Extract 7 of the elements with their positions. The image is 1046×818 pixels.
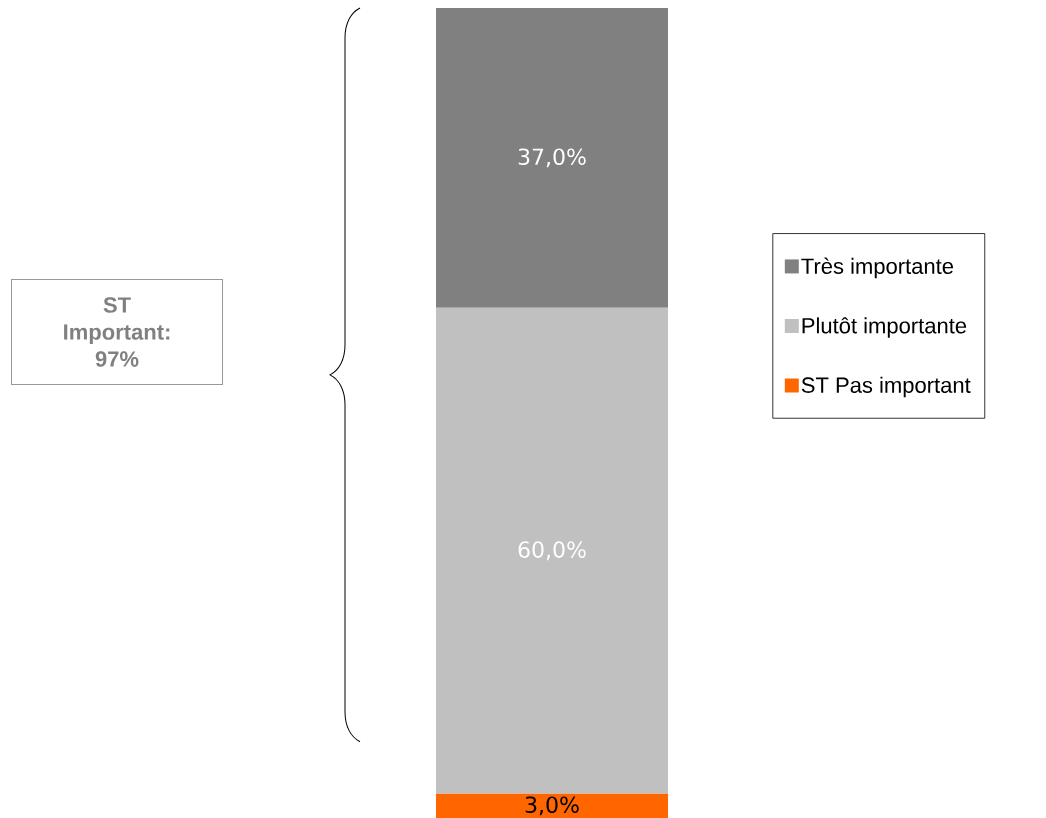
legend-label: Très importante <box>801 257 954 279</box>
legend-label: Plutôt importante <box>802 317 967 338</box>
text: ST Important: 97% <box>64 297 170 367</box>
legend-label: ST Pas important <box>801 376 971 398</box>
data-label: 60,0% <box>518 541 586 561</box>
data-label: 37,0% <box>518 148 586 168</box>
data-label: 3,0% <box>525 796 579 816</box>
